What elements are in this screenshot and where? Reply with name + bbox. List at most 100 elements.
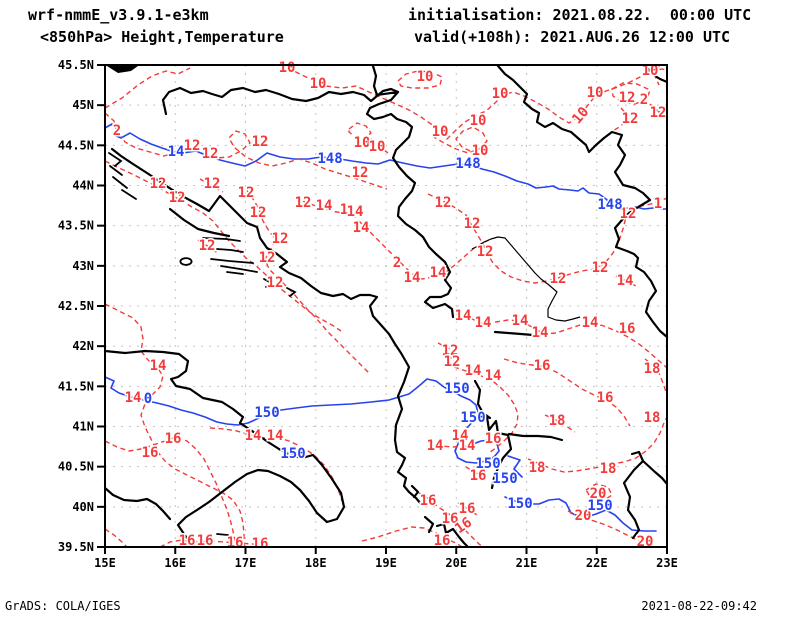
- temperature-contour-label: 1: [654, 196, 662, 212]
- y-tick-label: 44N: [72, 179, 94, 193]
- temperature-contour-label: 14: [485, 368, 502, 384]
- temperature-contour-label: 12: [259, 250, 276, 266]
- temperature-contour-label: 16: [470, 468, 487, 484]
- temperature-contour-label: 10: [310, 76, 327, 92]
- coastline-path: [121, 189, 137, 200]
- y-tick-label: 40N: [72, 500, 94, 514]
- model-title: wrf-nmmE_v3.9.1-e3km: [28, 6, 209, 24]
- coastline-path: [365, 64, 455, 319]
- coastline-path: [410, 484, 420, 499]
- coastline-path: [168, 207, 231, 238]
- coastline-path: [107, 66, 138, 73]
- coastline-path: [220, 265, 258, 273]
- temperature-contour-label: 12: [267, 275, 284, 291]
- temperature-contour-label: 20: [575, 508, 592, 524]
- temperature-contour-label: 12: [272, 231, 289, 247]
- height-contour-label: 148: [455, 156, 480, 172]
- temperature-contour-label: 16: [442, 511, 459, 527]
- temperature-contour-label: 12: [295, 195, 312, 211]
- y-tick-label: 42N: [72, 339, 94, 353]
- x-tick-label: 16E: [164, 556, 186, 570]
- temperature-contour-label: 14: [245, 428, 262, 444]
- axis-label-layer: 15E 16E 17E 18E 19E 20E 21E 22E 23E 45.5N 45N 44.5N…: [58, 58, 678, 570]
- temperature-contour-label: 12: [169, 190, 186, 206]
- temperature-contour-label: 12: [592, 260, 609, 276]
- coastline-path: [286, 287, 297, 297]
- height-contour-label: 148: [597, 197, 622, 213]
- initialisation-time: initialisation: 2021.08.22. 00:00 UTC: [408, 6, 752, 24]
- temperature-contour-label: 12: [238, 185, 255, 201]
- temperature-contour-label: 14: [430, 265, 447, 281]
- x-tick-label: 22E: [586, 556, 608, 570]
- x-tick-label: 23E: [656, 556, 678, 570]
- coastline-path: [226, 271, 244, 275]
- temperature-contour-label: 18: [600, 461, 617, 477]
- temperature-contour-label: 12: [250, 205, 267, 221]
- height-contour-label: 150: [444, 381, 469, 397]
- temperature-contour-label: 12: [199, 238, 216, 254]
- temperature-contour-label: 14: [617, 273, 634, 289]
- temperature-contour-label: 14: [404, 270, 421, 286]
- temperature-contour-path: [197, 239, 220, 255]
- temperature-contour-label: 12: [619, 90, 636, 106]
- height-contour-path: [507, 455, 523, 478]
- temperature-contour-path: [361, 526, 463, 548]
- temperature-contour-label: 14: [316, 198, 333, 214]
- height-contour-label: 14: [168, 144, 185, 160]
- coastline-path: [630, 450, 669, 486]
- temperature-contour-label: 14: [455, 308, 472, 324]
- temperature-contour-label: 12: [464, 216, 481, 232]
- temperature-contour-label: 16: [420, 493, 437, 509]
- temperature-contour-path: [104, 112, 388, 190]
- y-tick-label: 45N: [72, 98, 94, 112]
- temperature-contour-label: 20: [590, 486, 607, 502]
- temperature-contour-label: 16: [165, 431, 182, 447]
- y-tick-label: 45.5N: [58, 58, 94, 72]
- temperature-contour-path: [615, 275, 639, 288]
- coastline-path: [108, 152, 123, 167]
- coastline-path: [435, 522, 470, 549]
- temperature-contour-label: 14: [267, 428, 284, 444]
- temperature-contour-label: 18: [549, 413, 566, 429]
- creation-timestamp: 2021-08-22-09:42: [641, 599, 757, 613]
- x-tick-label: 17E: [235, 556, 257, 570]
- temperature-contour-label: 14: [347, 204, 364, 220]
- x-tick-label: 15E: [94, 556, 116, 570]
- y-tick-label: 41N: [72, 420, 94, 434]
- temperature-contour-label: 14: [427, 438, 444, 454]
- height-contour-label: 150: [475, 456, 500, 472]
- temperature-contour-label: 14: [353, 220, 370, 236]
- temperature-contour-path: [503, 358, 631, 427]
- x-tick-label: 20E: [445, 556, 467, 570]
- temperature-contour-label: 10: [417, 69, 434, 85]
- y-tick-label: 43.5N: [58, 219, 94, 233]
- height-contour-label: 150: [492, 471, 517, 487]
- temperature-contour-label: 16: [252, 536, 269, 552]
- height-contour-path: [104, 376, 500, 464]
- temperature-contour-label: 12: [550, 271, 567, 287]
- coastline-path: [161, 86, 400, 116]
- coastline-path: [103, 349, 346, 549]
- temperature-contour-path: [527, 358, 668, 473]
- coastline-path: [493, 330, 535, 337]
- temperature-contour-label: 10: [470, 113, 487, 129]
- temperature-contour-label: 12: [150, 176, 167, 192]
- x-tick-label: 19E: [375, 556, 397, 570]
- temperature-contour-label: 16: [227, 535, 244, 551]
- y-tick-label: 39.5N: [58, 540, 94, 554]
- temperature-contour-path: [104, 67, 191, 109]
- temperature-contour-label: 12: [204, 176, 221, 192]
- temperature-contour-path: [427, 445, 478, 451]
- temperature-contour-label: 14: [465, 363, 482, 379]
- temperature-contour-label: 12: [252, 134, 269, 150]
- temperature-contour-label: 16: [179, 533, 196, 549]
- temperature-contour-label: 14: [512, 313, 529, 329]
- axis-tick-layer: [97, 64, 668, 554]
- temperature-contour-label: 16: [142, 445, 159, 461]
- temperature-contour-label: 12: [442, 343, 459, 359]
- height-contour-path: [104, 123, 668, 210]
- temperature-contour-label: 12: [620, 206, 637, 222]
- temperature-contour-path: [457, 502, 478, 516]
